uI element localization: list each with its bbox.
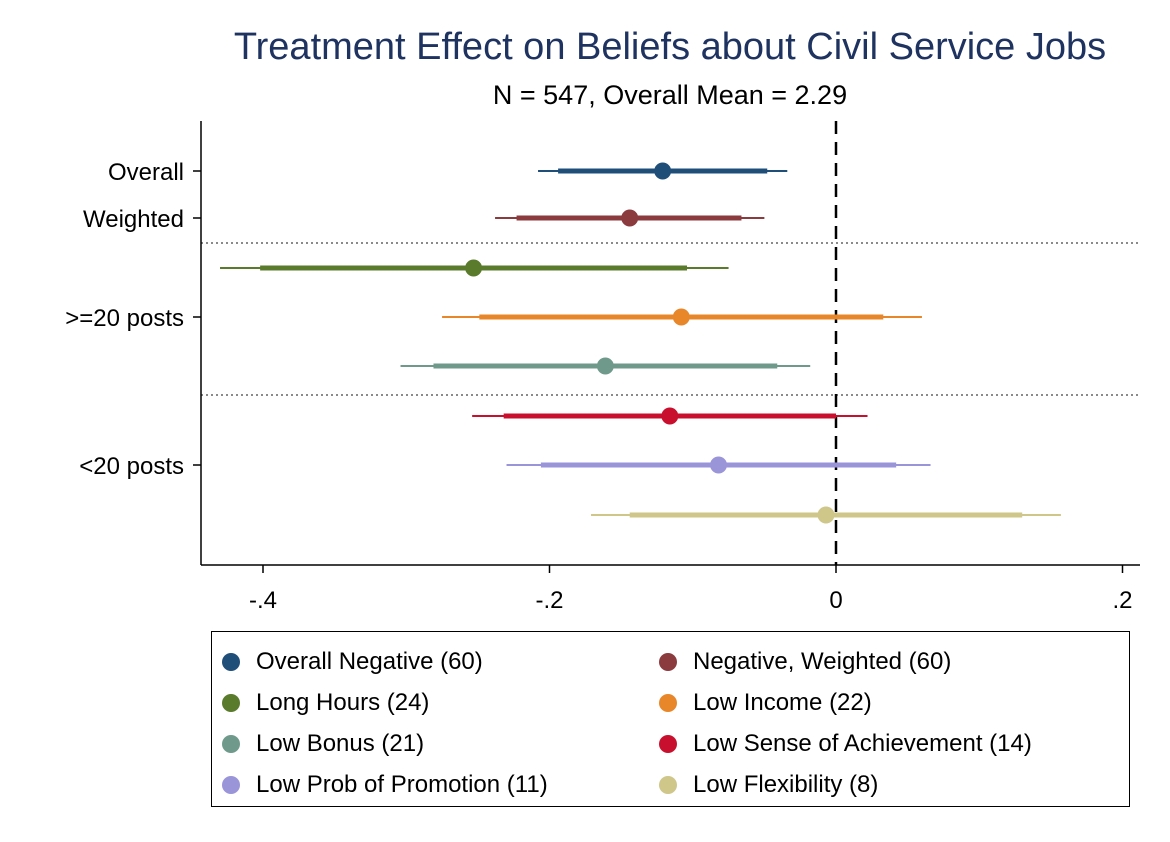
legend-marker xyxy=(222,694,240,712)
legend-item: Low Prob of Promotion (11) xyxy=(222,767,548,803)
point-estimate-negative-weighted-60 xyxy=(621,209,639,227)
legend-item: Low Flexibility (8) xyxy=(659,767,878,803)
point-estimate-low-income-22 xyxy=(672,308,690,326)
legend-marker xyxy=(659,694,677,712)
x-tick-label: .2 xyxy=(1112,587,1132,614)
x-tick-label: 0 xyxy=(829,587,842,614)
legend: Overall Negative (60) Negative, Weighted … xyxy=(211,631,1130,807)
point-estimate-low-bonus-21 xyxy=(596,357,614,375)
legend-label: Overall Negative (60) xyxy=(256,648,483,675)
y-tick-label: Overall xyxy=(108,159,184,186)
y-tick-label: <20 posts xyxy=(79,453,184,480)
legend-label: Low Prob of Promotion (11) xyxy=(256,771,548,798)
point-estimate-low-sense-of-achievement-14 xyxy=(661,407,679,425)
chart-subtitle: N = 547, Overall Mean = 2.29 xyxy=(492,80,848,110)
legend-label: Low Bonus (21) xyxy=(256,730,425,757)
legend-item: Low Bonus (21) xyxy=(222,726,424,762)
legend-label: Long Hours (24) xyxy=(256,689,430,716)
x-tick-label: -.2 xyxy=(535,587,563,614)
legend-item: Overall Negative (60) xyxy=(222,644,483,680)
plot-area: Overall Weighted >=20 posts <20 posts -.4 -.… xyxy=(65,121,1140,614)
legend-item: Low Income (22) xyxy=(659,685,872,721)
chart-title: Treatment Effect on Beliefs about Civil … xyxy=(233,26,1107,68)
point-estimate-low-prob-of-promotion-11 xyxy=(710,456,728,474)
legend-label: Low Income (22) xyxy=(693,689,872,716)
legend-item: Negative, Weighted (60) xyxy=(659,644,951,680)
legend-label: Low Flexibility (8) xyxy=(693,771,879,798)
legend-marker xyxy=(659,653,677,671)
legend-marker xyxy=(222,653,240,671)
y-tick-label: Weighted xyxy=(83,206,184,233)
legend-marker xyxy=(222,735,240,753)
point-estimate-low-flexibility-8 xyxy=(817,506,835,524)
legend-marker xyxy=(222,776,240,794)
legend-item: Low Sense of Achievement (14) xyxy=(659,726,1032,762)
legend-label: Negative, Weighted (60) xyxy=(693,648,952,675)
point-estimate-overall-negative-60 xyxy=(654,162,672,180)
legend-marker xyxy=(659,776,677,794)
point-estimate-long-hours-24 xyxy=(465,259,483,277)
legend-marker xyxy=(659,735,677,753)
legend-label: Low Sense of Achievement (14) xyxy=(693,730,1032,757)
legend-item: Long Hours (24) xyxy=(222,685,429,721)
x-tick-label: -.4 xyxy=(249,587,277,614)
y-tick-label: >=20 posts xyxy=(65,305,184,332)
